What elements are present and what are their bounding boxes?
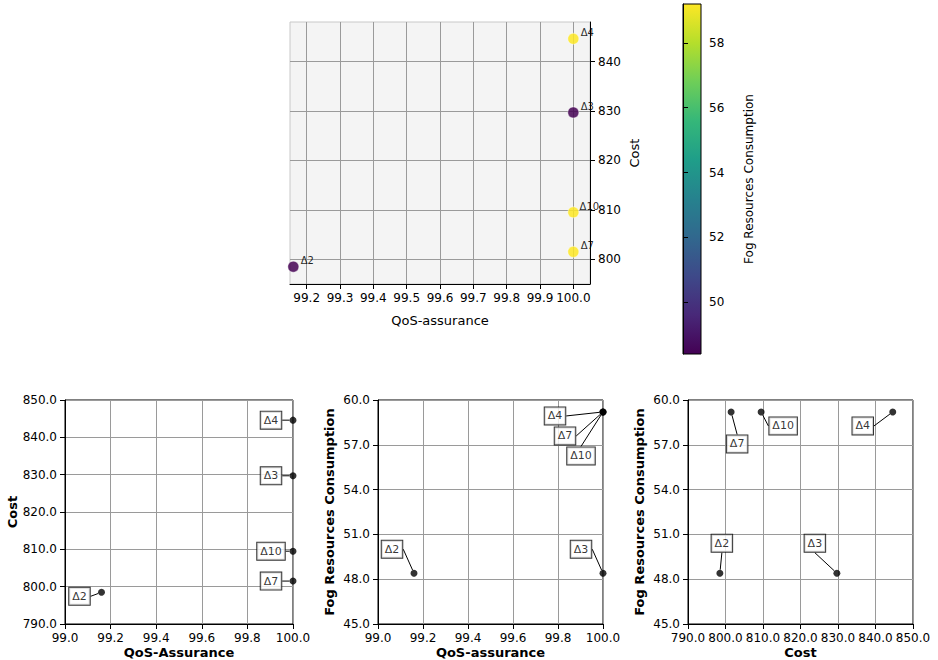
- svg-text:99.2: 99.2: [293, 291, 320, 305]
- svg-text:800: 800: [598, 252, 621, 266]
- svg-text:99.0: 99.0: [365, 631, 392, 645]
- svg-text:Δ10: Δ10: [580, 201, 600, 212]
- svg-text:99.4: 99.4: [143, 631, 170, 645]
- svg-text:99.8: 99.8: [545, 631, 572, 645]
- svg-text:790.0: 790.0: [23, 617, 57, 631]
- svg-text:840.0: 840.0: [858, 631, 892, 645]
- svg-text:48.0: 48.0: [343, 572, 370, 586]
- svg-text:100.0: 100.0: [586, 631, 620, 645]
- svg-text:820: 820: [598, 153, 621, 167]
- svg-text:810.0: 810.0: [746, 631, 780, 645]
- svg-text:Δ2: Δ2: [301, 255, 314, 266]
- svg-text:820.0: 820.0: [23, 505, 57, 519]
- svg-text:QoS-Assurance: QoS-Assurance: [124, 645, 235, 660]
- svg-text:99.4: 99.4: [455, 631, 482, 645]
- svg-text:Δ4: Δ4: [581, 27, 594, 38]
- svg-text:800.0: 800.0: [23, 580, 57, 594]
- svg-text:51.0: 51.0: [343, 527, 370, 541]
- svg-text:99.3: 99.3: [327, 291, 354, 305]
- svg-text:840: 840: [598, 55, 621, 69]
- svg-text:60.0: 60.0: [343, 393, 370, 407]
- svg-text:99.6: 99.6: [427, 291, 454, 305]
- svg-text:Δ3: Δ3: [808, 537, 823, 550]
- svg-text:Δ2: Δ2: [385, 543, 400, 556]
- svg-text:850.0: 850.0: [896, 631, 930, 645]
- svg-text:99.8: 99.8: [234, 631, 261, 645]
- svg-text:Fog Resources Consumption: Fog Resources Consumption: [632, 408, 647, 616]
- svg-text:Δ7: Δ7: [581, 240, 594, 251]
- svg-text:99.7: 99.7: [460, 291, 487, 305]
- svg-text:Δ7: Δ7: [730, 437, 745, 450]
- svg-text:Δ3: Δ3: [264, 469, 279, 482]
- svg-text:Δ2: Δ2: [715, 537, 730, 550]
- svg-text:Fog Resources Consumption: Fog Resources Consumption: [322, 408, 337, 616]
- svg-text:57.0: 57.0: [343, 438, 370, 452]
- svg-text:99.0: 99.0: [52, 631, 79, 645]
- svg-text:100.0: 100.0: [276, 631, 310, 645]
- svg-text:Δ7: Δ7: [558, 429, 573, 442]
- svg-text:830.0: 830.0: [23, 468, 57, 482]
- svg-text:830.0: 830.0: [821, 631, 855, 645]
- svg-text:800.0: 800.0: [708, 631, 742, 645]
- svg-text:Δ10: Δ10: [570, 449, 592, 462]
- svg-text:Cost: Cost: [627, 139, 642, 168]
- svg-text:Cost: Cost: [5, 496, 20, 528]
- svg-text:56: 56: [709, 101, 724, 115]
- svg-text:840.0: 840.0: [23, 430, 57, 444]
- svg-text:99.4: 99.4: [360, 291, 387, 305]
- svg-text:54.0: 54.0: [343, 483, 370, 497]
- svg-text:Δ4: Δ4: [264, 414, 279, 427]
- svg-text:58: 58: [709, 36, 724, 50]
- svg-text:810: 810: [598, 203, 621, 217]
- svg-text:790.0: 790.0: [671, 631, 705, 645]
- svg-text:60.0: 60.0: [653, 393, 680, 407]
- svg-text:51.0: 51.0: [653, 527, 680, 541]
- svg-text:99.2: 99.2: [410, 631, 437, 645]
- svg-text:99.6: 99.6: [500, 631, 527, 645]
- svg-text:45.0: 45.0: [653, 617, 680, 631]
- svg-text:99.2: 99.2: [97, 631, 124, 645]
- svg-text:QoS-assurance: QoS-assurance: [391, 313, 489, 328]
- svg-text:Δ10: Δ10: [772, 419, 794, 432]
- svg-text:99.8: 99.8: [493, 291, 520, 305]
- svg-text:810.0: 810.0: [23, 542, 57, 556]
- svg-text:Fog Resources Consumption: Fog Resources Consumption: [742, 94, 756, 264]
- svg-text:Δ10: Δ10: [260, 545, 282, 558]
- svg-text:54.0: 54.0: [653, 483, 680, 497]
- svg-text:QoS-assurance: QoS-assurance: [436, 645, 545, 660]
- svg-text:Δ3: Δ3: [574, 543, 589, 556]
- svg-text:Δ3: Δ3: [581, 101, 594, 112]
- svg-text:54: 54: [709, 166, 724, 180]
- svg-text:820.0: 820.0: [783, 631, 817, 645]
- svg-text:99.5: 99.5: [393, 291, 420, 305]
- svg-text:100.0: 100.0: [556, 291, 590, 305]
- svg-text:830: 830: [598, 104, 621, 118]
- svg-text:Δ4: Δ4: [855, 419, 870, 432]
- svg-text:48.0: 48.0: [653, 572, 680, 586]
- svg-text:50: 50: [709, 295, 724, 309]
- svg-text:99.6: 99.6: [188, 631, 215, 645]
- svg-text:Δ4: Δ4: [548, 409, 563, 422]
- svg-text:Δ2: Δ2: [72, 590, 87, 603]
- svg-text:45.0: 45.0: [343, 617, 370, 631]
- svg-text:850.0: 850.0: [23, 393, 57, 407]
- svg-text:99.9: 99.9: [527, 291, 554, 305]
- svg-text:57.0: 57.0: [653, 438, 680, 452]
- svg-text:52: 52: [709, 230, 724, 244]
- svg-text:Δ7: Δ7: [264, 575, 279, 588]
- svg-text:Cost: Cost: [784, 645, 816, 660]
